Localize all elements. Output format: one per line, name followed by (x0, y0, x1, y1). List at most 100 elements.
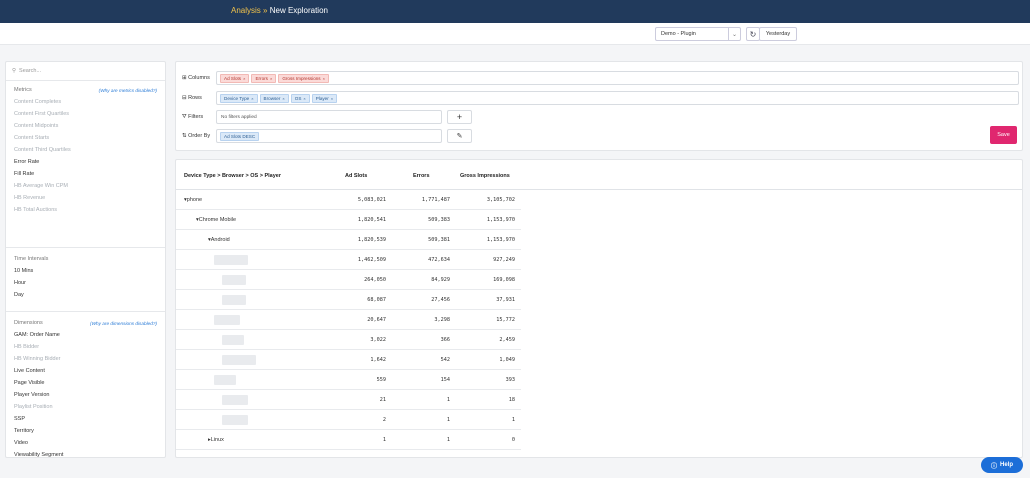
cell-errors: 509,383 (428, 217, 450, 223)
row-label[interactable]: ▸Linux (208, 437, 224, 443)
top-nav-bar: Analysis » New Exploration (0, 0, 1030, 23)
field-chip[interactable]: Ad Slots × (220, 73, 250, 83)
remove-chip-icon[interactable]: × (303, 95, 306, 101)
sidebar-item[interactable]: 10 Mins (14, 268, 34, 274)
search-input[interactable]: Search... (19, 68, 42, 74)
table-row[interactable]: 68,087 27,456 37,931 (176, 290, 521, 310)
table-row[interactable]: ▾Android 1,820,539 509,381 1,153,970 (176, 230, 521, 250)
field-chip[interactable]: Browser × (259, 93, 289, 103)
order-by-chip[interactable]: Ad Slots DESC (220, 131, 260, 141)
row-label[interactable]: ▾Chrome Mobile (196, 217, 236, 223)
why-dimensions-disabled-link[interactable]: (Why are dimensions disabled?) (90, 320, 157, 326)
sidebar-item[interactable]: Territory (14, 428, 34, 434)
table-row[interactable]: 1,462,509 472,634 927,249 (176, 250, 521, 270)
columns-dropzone[interactable]: Ad Slots × Errors × Gross Impressions × (216, 71, 1019, 85)
column-header-errors[interactable]: Errors (413, 173, 430, 179)
cell-gross: 1,153,970 (486, 237, 515, 243)
remove-chip-icon[interactable]: × (251, 95, 254, 101)
cell-gross: 15,772 (496, 317, 515, 323)
time-intervals-section: Time Intervals 10 Mins Hour Day (6, 253, 165, 312)
field-chip[interactable]: OS × (290, 93, 310, 103)
search-icon: ⚲ (12, 68, 17, 74)
sidebar-item: Content Completes (14, 99, 62, 105)
row-label[interactable]: ▾phone (184, 197, 202, 203)
row-label[interactable]: ▾Android (208, 237, 230, 243)
chip-label: OS (294, 95, 302, 101)
caret-icon[interactable]: ▾ (208, 237, 211, 243)
cell-ad-slots: 3,022 (370, 337, 386, 343)
remove-chip-icon[interactable]: × (282, 95, 285, 101)
sidebar-item[interactable]: Day (14, 292, 24, 298)
sidebar: ⚲ Search... Metrics (Why are metrics dis… (5, 61, 166, 458)
sidebar-item[interactable]: GAM: Order Name (14, 332, 60, 338)
order-by-field[interactable]: Ad Slots DESC (216, 129, 442, 143)
chevron-down-icon: ⌄ (728, 28, 740, 40)
cell-ad-slots: 20,647 (367, 317, 386, 323)
cell-errors: 84,929 (431, 277, 450, 283)
remove-chip-icon[interactable]: × (322, 75, 325, 81)
table-row[interactable]: 559 154 393 (176, 370, 521, 390)
remove-chip-icon[interactable]: × (269, 75, 273, 81)
table-row[interactable]: 264,050 84,929 169,098 (176, 270, 521, 290)
results-table: Device Type > Browser > OS > Player Ad S… (175, 159, 1023, 458)
cell-gross: 18 (508, 397, 515, 403)
cell-ad-slots: 264,050 (364, 277, 386, 283)
rows-dropzone[interactable]: Device Type × Browser × OS × Player × (216, 91, 1019, 105)
why-metrics-disabled-link[interactable]: (Why are metrics disabled?) (98, 87, 157, 93)
date-range-button[interactable]: Yesterday (759, 27, 797, 41)
redacted-player-name (222, 275, 246, 285)
table-row[interactable]: 20,647 3,298 15,772 (176, 310, 521, 330)
caret-icon[interactable]: ▾ (184, 197, 187, 203)
caret-icon[interactable]: ▾ (196, 217, 199, 223)
redacted-player-name (214, 375, 236, 385)
edit-order-button[interactable]: ✎ (447, 129, 472, 143)
field-chip[interactable]: Errors × (251, 73, 277, 83)
redacted-player-name (214, 315, 240, 325)
column-header-ad-slots[interactable]: Ad Slots (345, 173, 368, 179)
cell-ad-slots: 1 (382, 437, 386, 443)
add-filter-button[interactable]: + (447, 110, 472, 124)
table-row[interactable]: ▸Linux 1 1 0 (176, 430, 521, 450)
field-chip[interactable]: Device Type × (220, 93, 258, 103)
row-label-text: Chrome Mobile (198, 217, 237, 223)
caret-icon[interactable]: ▸ (208, 437, 211, 443)
refresh-button[interactable]: ↻ (746, 27, 760, 41)
column-header-gross-impressions[interactable]: Gross Impressions (460, 173, 510, 179)
table-row[interactable]: 3,022 366 2,459 (176, 330, 521, 350)
save-button[interactable]: Save (990, 126, 1017, 144)
order-by-label: ⇅ Order By (182, 133, 211, 139)
sidebar-item[interactable]: Error Rate (14, 159, 40, 165)
datasource-value: Demo - Plugin (661, 31, 696, 37)
sidebar-item[interactable]: Hour (14, 280, 26, 286)
cell-errors: 1,771,487 (421, 197, 450, 203)
column-header-dimensions[interactable]: Device Type > Browser > OS > Player (184, 173, 281, 179)
field-chip[interactable]: Gross Impressions × (278, 73, 329, 83)
breadcrumb-root-link[interactable]: Analysis (231, 6, 261, 15)
sidebar-item: HB Average Win CPM (14, 183, 69, 189)
table-row[interactable]: 1,642 542 1,049 (176, 350, 521, 370)
table-row[interactable]: ▾phone 5,083,021 1,771,487 3,105,702 (176, 190, 521, 210)
sidebar-item[interactable]: SSP (14, 416, 26, 422)
sidebar-item[interactable]: Live Content (14, 368, 45, 374)
remove-chip-icon[interactable]: × (330, 95, 334, 101)
filters-field[interactable]: No filters applied (216, 110, 442, 124)
cell-ad-slots: 559 (376, 377, 386, 383)
toolbar (0, 23, 1030, 45)
help-button[interactable]: ⓘ Help (981, 457, 1023, 473)
field-chip[interactable]: Player × (311, 93, 338, 103)
remove-chip-icon[interactable]: × (243, 75, 246, 81)
table-row[interactable]: 2 1 1 (176, 410, 521, 430)
sidebar-item: HB Winning Bidder (14, 356, 61, 362)
sidebar-item[interactable]: Video (14, 440, 28, 446)
sidebar-item[interactable]: Page Visible (14, 380, 45, 386)
breadcrumb-current: New Exploration (269, 6, 328, 15)
cell-errors: 472,634 (428, 257, 450, 263)
table-row[interactable]: ▾Chrome Mobile 1,820,541 509,383 1,153,970 (176, 210, 521, 230)
sidebar-search[interactable]: ⚲ Search... (6, 62, 165, 81)
datasource-select[interactable]: Demo - Plugin ⌄ (655, 27, 741, 41)
sidebar-item: Content Starts (14, 135, 50, 141)
table-row[interactable]: 21 1 18 (176, 390, 521, 410)
sidebar-item[interactable]: Fill Rate (14, 171, 35, 177)
sidebar-item[interactable]: Viewability Segment (14, 452, 64, 458)
sidebar-item[interactable]: Player Version (14, 392, 50, 398)
